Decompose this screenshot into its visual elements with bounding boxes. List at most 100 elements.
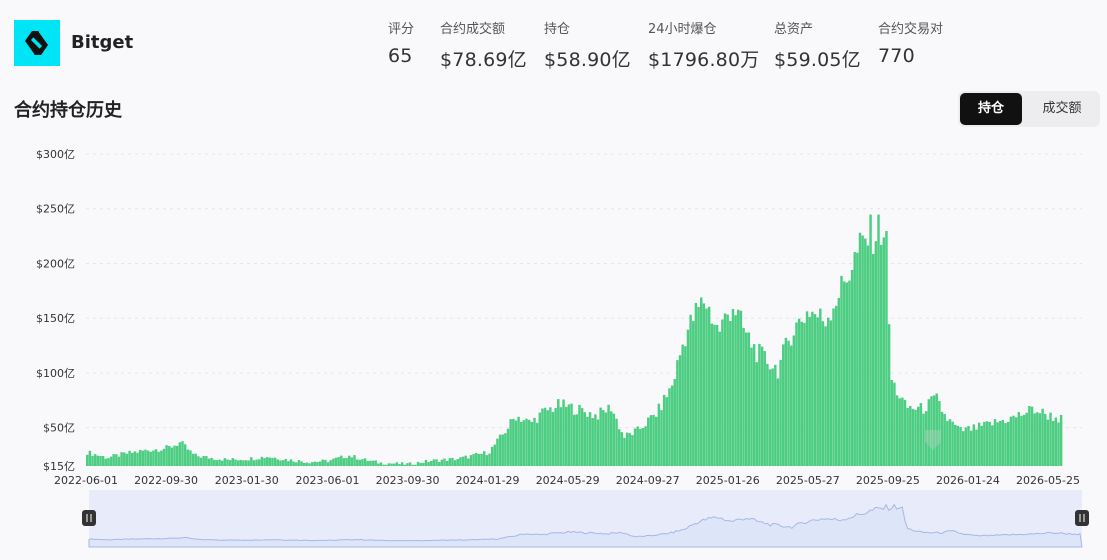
bar — [107, 458, 110, 466]
exchange-header: Bitget 评分 65 合约成交额 $78.69亿 持仓 $58.90亿 24… — [0, 0, 1107, 90]
bar — [395, 462, 399, 466]
bar — [943, 414, 946, 466]
bar — [1044, 413, 1047, 466]
bar — [239, 459, 242, 466]
bar — [101, 455, 105, 466]
stat-label: 总资产 — [774, 22, 814, 37]
bar — [512, 418, 515, 466]
bar — [342, 458, 346, 466]
y-tick-label: $150亿 — [36, 312, 75, 325]
bar — [363, 458, 367, 466]
x-tick-label: 2026-01-24 — [936, 474, 1000, 487]
bar — [842, 281, 846, 466]
bar — [916, 406, 920, 466]
bar — [157, 451, 160, 466]
bar — [890, 380, 893, 466]
bar — [739, 310, 743, 466]
y-tick-label: $300亿 — [36, 148, 75, 161]
bar — [633, 428, 637, 466]
bar — [265, 457, 269, 466]
bar — [737, 309, 740, 466]
bar — [186, 449, 190, 466]
bar — [1012, 415, 1015, 466]
stat-label: 24小时爆仓 — [648, 22, 717, 37]
bar — [948, 419, 952, 466]
bar — [752, 344, 756, 466]
bar — [141, 450, 145, 466]
stat-value: $58.90亿 — [544, 49, 631, 71]
bar — [639, 428, 642, 466]
bar — [829, 320, 833, 466]
bar — [969, 430, 973, 466]
bar — [183, 444, 187, 466]
volume-tab[interactable]: 成交额 — [1042, 101, 1082, 116]
bar — [205, 456, 208, 466]
bar — [774, 364, 777, 466]
bar — [784, 337, 788, 466]
bar — [985, 421, 989, 466]
bar — [610, 411, 613, 466]
bar — [313, 461, 317, 466]
bar — [440, 459, 444, 466]
bar — [559, 407, 563, 466]
bar — [514, 420, 518, 466]
bar — [654, 416, 658, 466]
bar — [927, 399, 931, 466]
bar — [461, 456, 465, 466]
bar — [451, 457, 454, 466]
bar — [993, 419, 997, 466]
bar — [437, 462, 441, 466]
bar — [527, 419, 531, 466]
bar — [535, 422, 539, 466]
bar — [268, 457, 272, 466]
bar — [1049, 412, 1052, 466]
bar — [337, 457, 340, 466]
bar — [459, 457, 462, 466]
bar — [964, 427, 968, 466]
bar — [956, 425, 960, 466]
bar — [477, 453, 481, 466]
bar — [1014, 417, 1018, 466]
bar — [848, 280, 851, 466]
bar — [758, 343, 761, 466]
bar — [1022, 414, 1026, 466]
navigator-right-handle[interactable] — [1075, 510, 1089, 526]
bar — [498, 434, 502, 466]
bar — [411, 464, 414, 466]
y-tick-label: $15亿 — [43, 460, 75, 473]
bar — [615, 418, 618, 466]
bar — [533, 417, 536, 466]
bar — [694, 302, 698, 466]
bar — [554, 408, 557, 466]
bar — [252, 460, 256, 466]
bar — [96, 455, 100, 466]
bitget-logo-icon — [14, 20, 60, 66]
metric-toggle: 持仓 成交额 — [958, 91, 1100, 127]
bar — [86, 454, 89, 466]
bar — [1036, 412, 1039, 466]
bar — [271, 457, 274, 466]
open-interest-tab[interactable]: 持仓 — [960, 93, 1022, 125]
bar — [485, 455, 489, 466]
y-axis: $15亿 $50亿 $100亿 $150亿 $200亿 $250亿 $300亿 — [36, 148, 75, 473]
bar — [475, 452, 478, 466]
bar — [215, 460, 219, 466]
bar — [456, 459, 459, 466]
bar — [819, 308, 822, 466]
x-tick-label: 2024-01-29 — [456, 474, 520, 487]
x-tick-label: 2024-05-29 — [536, 474, 600, 487]
bar — [1051, 420, 1055, 466]
bar — [1017, 412, 1021, 466]
bar — [607, 404, 610, 466]
bar — [506, 428, 510, 466]
bar — [940, 411, 944, 466]
range-navigator[interactable] — [82, 490, 1089, 548]
bar — [821, 321, 825, 466]
navigator-left-handle[interactable] — [82, 510, 96, 526]
bar — [718, 331, 721, 466]
bar — [284, 458, 287, 466]
bar — [776, 378, 780, 466]
y-tick-label: $100亿 — [36, 367, 75, 380]
bar — [932, 395, 936, 466]
bar — [496, 438, 499, 466]
